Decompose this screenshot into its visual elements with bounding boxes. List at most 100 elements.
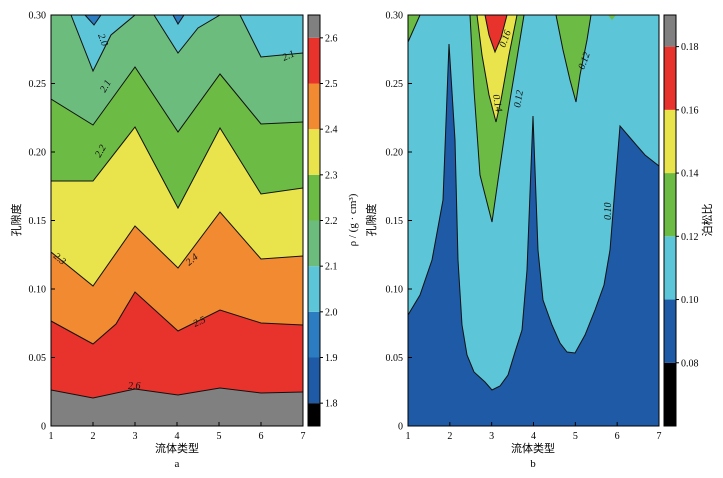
panel-b: 0.10 0.12 0.12 0.14 0.16 1 2 3 4 5 6 7 0 0.05 0.… <box>364 11 714 471</box>
contour-line-0.12b <box>555 15 592 103</box>
y-tick-label: 0.10 <box>29 285 47 296</box>
colorbar-segment <box>308 129 320 175</box>
contour-line-0.10 <box>408 43 659 391</box>
x-tick-label: 3 <box>133 431 138 442</box>
contour-line-2.2 <box>51 126 303 210</box>
contour-label: 2.1 <box>281 48 297 63</box>
panel-a-y-axis-label: 孔隙度 <box>9 204 23 237</box>
band-0.14-0.16 <box>477 15 517 122</box>
contour-line-2.0 <box>70 15 136 73</box>
colorbar-tick-label: 0.16 <box>681 105 699 116</box>
contour-label: 0.10 <box>603 203 614 221</box>
contour-line-0.12 <box>469 15 525 223</box>
y-tick-label: 0.05 <box>29 353 47 364</box>
contour-label: 0.12 <box>512 89 526 108</box>
colorbar-tick-label: 0.12 <box>681 232 699 243</box>
x-tick-label: 1 <box>406 431 411 442</box>
y-tick-label: 0.25 <box>29 79 47 90</box>
panel-b-label: b <box>530 458 536 470</box>
contour-line-0.14 <box>476 15 518 123</box>
y-tick-label: 0 <box>41 422 46 433</box>
panel-b-colorbar <box>664 15 676 426</box>
band-1.8-1.9-patch <box>173 15 184 24</box>
panel-a-x-axis-label: 流体类型 <box>155 441 199 455</box>
colorbar-segment <box>308 220 320 267</box>
colorbar-segment <box>664 362 676 426</box>
y-tick-label: 0.30 <box>386 11 404 22</box>
colorbar-segment <box>308 83 320 130</box>
y-tick-label: 0.20 <box>386 148 404 159</box>
y-tick-label: 0.15 <box>386 216 404 227</box>
colorbar-tick-label: 2.2 <box>325 216 338 227</box>
contour-label: 2.6 <box>128 381 141 392</box>
colorbar-tick-label: 2.5 <box>325 79 338 90</box>
y-tick-label: 0.20 <box>29 148 47 159</box>
contour-label: 2.5 <box>192 314 208 329</box>
colorbar-segment <box>308 311 320 358</box>
band-1.9-2.0-patch <box>85 15 101 25</box>
colorbar-tick-label: 2.0 <box>325 307 338 318</box>
panel-b-x-axis-label: 流体类型 <box>511 441 555 455</box>
colorbar-tick-label: 1.9 <box>325 353 338 364</box>
contour-line-1.9b <box>172 15 185 25</box>
contour-line-2.0b <box>153 15 221 54</box>
y-tick-label: 0 <box>398 422 403 433</box>
contour-line-2.1 <box>51 66 303 133</box>
contour-line-2.4 <box>51 291 303 345</box>
x-tick-label: 4 <box>175 431 180 442</box>
band-0.12-0.14-wedge-2 <box>556 15 591 102</box>
x-tick-label: 5 <box>573 431 578 442</box>
colorbar-segment <box>308 37 320 84</box>
contour-line-1.9a <box>84 15 102 26</box>
y-tick-label: 0.30 <box>29 11 47 22</box>
colorbar-segment <box>308 174 320 221</box>
x-tick-label: 7 <box>657 431 662 442</box>
panel-b-x-ticks: 1 2 3 4 5 6 7 <box>406 422 662 442</box>
contour-label: 2.2 <box>93 143 109 159</box>
colorbar-tick-label: 2.4 <box>325 125 338 136</box>
colorbar-tick-label: 2.3 <box>325 170 338 181</box>
x-tick-label: 6 <box>259 431 264 442</box>
x-tick-label: 2 <box>91 431 96 442</box>
colorbar-segment <box>664 299 676 363</box>
band-0.16-0.18 <box>485 15 507 52</box>
x-tick-label: 1 <box>49 431 54 442</box>
colorbar-tick-label: 0.14 <box>681 169 699 180</box>
colorbar-tick-label: 2.6 <box>325 33 338 44</box>
colorbar-segment <box>664 15 676 47</box>
panel-a-x-ticks: 1 2 3 4 5 6 7 <box>49 422 306 442</box>
colorbar-segment <box>308 357 320 404</box>
contour-label: 2.1 <box>98 78 114 94</box>
colorbar-segment <box>664 46 676 110</box>
panel-b-contour-bands: 0.10 0.12 0.12 0.14 0.16 <box>408 15 659 426</box>
colorbar-segment <box>308 266 320 312</box>
panel-b-y-ticks: 0 0.05 0.10 0.15 0.20 0.25 0.30 <box>386 11 412 433</box>
band-0.08-0.10 <box>408 44 659 426</box>
contour-line-0.12c <box>408 15 421 43</box>
panel-a-colorbar-label: ρ / (g · cm³) <box>347 193 359 246</box>
panel-a-colorbar-ticks: 1.8 1.9 2.0 2.1 2.2 2.3 2.4 2.5 2.6 <box>320 33 338 410</box>
colorbar-tick-label: 0.08 <box>681 358 699 369</box>
x-tick-label: 5 <box>217 431 222 442</box>
contour-line-2.3 <box>51 211 303 287</box>
contour-line-0.16 <box>484 15 508 54</box>
x-tick-label: 6 <box>615 431 620 442</box>
contour-line-2.5 <box>51 387 303 399</box>
y-tick-label: 0.15 <box>29 216 47 227</box>
colorbar-tick-label: 0.10 <box>681 295 699 306</box>
contour-label: 2.0 <box>95 32 110 48</box>
x-tick-label: 7 <box>301 431 306 442</box>
x-tick-label: 2 <box>447 431 452 442</box>
contour-line-2.0c <box>239 15 303 58</box>
colorbar-tick-label: 2.1 <box>325 262 338 273</box>
y-tick-label: 0.05 <box>386 353 404 364</box>
x-tick-label: 4 <box>531 431 536 442</box>
x-tick-label: 3 <box>489 431 494 442</box>
y-tick-label: 0.10 <box>386 285 404 296</box>
band-2.6-plus <box>51 388 303 426</box>
panel-b-colorbar-ticks: 0.08 0.10 0.12 0.14 0.16 0.18 <box>676 42 699 369</box>
panel-a-colorbar <box>308 15 320 426</box>
panel-b-colorbar-frame <box>663 14 677 427</box>
